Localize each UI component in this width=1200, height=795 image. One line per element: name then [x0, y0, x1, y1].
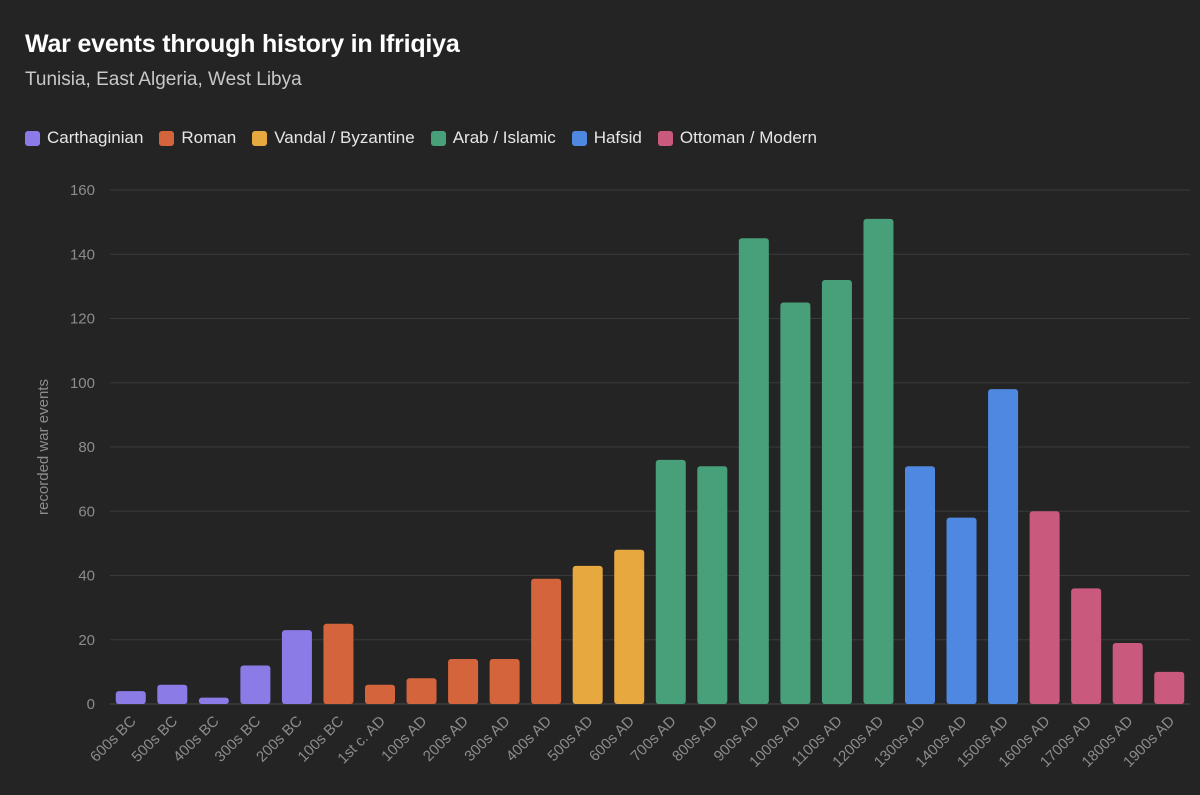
bar-900s-ad[interactable] — [738, 238, 769, 704]
legend-label-hafsid: Hafsid — [593, 128, 642, 147]
bar-1500s-ad[interactable] — [988, 389, 1019, 704]
bar-1400s-ad[interactable] — [946, 517, 977, 704]
bar-1300s-ad[interactable] — [905, 466, 935, 704]
legend-swatch-ottoman-modern — [657, 130, 673, 146]
y-tick-label: 20 — [78, 632, 95, 649]
bar-600s-bc[interactable] — [115, 691, 146, 704]
legend-label-vandal-byzantine: Vandal / Byzantine — [274, 128, 415, 147]
bar-1000s-ad[interactable] — [780, 302, 811, 704]
bar-200s-ad[interactable] — [448, 659, 479, 704]
bar-1200s-ad[interactable] — [863, 218, 894, 704]
bar-100s-ad[interactable] — [406, 678, 437, 704]
legend-swatch-vandal-byzantine — [252, 130, 268, 146]
legend-item-roman[interactable]: Roman — [159, 128, 236, 148]
bar-1st-c-ad[interactable] — [365, 684, 395, 704]
legend-swatch-hafsid — [571, 130, 587, 146]
y-tick-label: 160 — [70, 182, 95, 199]
legend: Carthaginian Roman Vandal / Byzantine Ar… — [25, 128, 817, 148]
legend-item-carthaginian[interactable]: Carthaginian — [25, 128, 143, 148]
bar-200s-bc[interactable] — [281, 630, 312, 704]
y-tick-label: 40 — [78, 568, 95, 585]
y-axis-label: recorded war events — [35, 379, 52, 515]
bar-1600s-ad[interactable] — [1029, 511, 1060, 704]
y-tick-label: 120 — [70, 311, 95, 328]
bar-1100s-ad[interactable] — [821, 279, 852, 704]
y-tick-label: 80 — [78, 439, 95, 456]
legend-label-arab-islamic: Arab / Islamic — [452, 128, 556, 147]
bar-700s-ad[interactable] — [655, 459, 686, 704]
legend-item-vandal-byzantine[interactable]: Vandal / Byzantine — [252, 128, 415, 148]
legend-item-arab-islamic[interactable]: Arab / Islamic — [430, 128, 556, 148]
legend-swatch-arab-islamic — [430, 130, 446, 146]
bars — [115, 218, 1185, 704]
legend-item-ottoman-modern[interactable]: Ottoman / Modern — [657, 128, 817, 148]
legend-label-ottoman-modern: Ottoman / Modern — [679, 128, 817, 147]
bar-400s-ad[interactable] — [531, 578, 562, 704]
legend-label-carthaginian: Carthaginian — [47, 128, 144, 147]
legend-label-roman: Roman — [181, 128, 237, 147]
bar-800s-ad[interactable] — [697, 466, 728, 704]
legend-swatch-roman — [159, 130, 175, 146]
y-tick-label: 60 — [78, 503, 95, 520]
y-tick-label: 100 — [70, 375, 95, 392]
legend-item-hafsid[interactable]: Hafsid — [571, 128, 642, 148]
bar-300s-ad[interactable] — [489, 659, 520, 704]
bar-600s-ad[interactable] — [614, 549, 645, 704]
bar-300s-bc[interactable] — [240, 665, 271, 704]
bar-400s-bc[interactable] — [198, 697, 229, 704]
bar-1900s-ad[interactable] — [1154, 671, 1185, 704]
y-tick-label: 140 — [70, 246, 95, 263]
chart-subtitle: Tunisia, East Algeria, West Libya — [25, 69, 302, 90]
bar-500s-ad[interactable] — [572, 565, 603, 704]
bar-1800s-ad[interactable] — [1112, 642, 1143, 704]
bar-500s-bc[interactable] — [157, 684, 188, 704]
chart-title: War events through history in Ifriqiya — [25, 30, 460, 58]
bar-1700s-ad[interactable] — [1071, 588, 1102, 704]
y-axis-ticks: 0 20 40 60 80 100 120 140 160 — [70, 182, 95, 713]
gridlines — [110, 189, 1190, 705]
bar-100s-bc[interactable] — [323, 623, 354, 704]
y-tick-label: 0 — [87, 696, 95, 713]
legend-swatch-carthaginian — [25, 130, 40, 146]
